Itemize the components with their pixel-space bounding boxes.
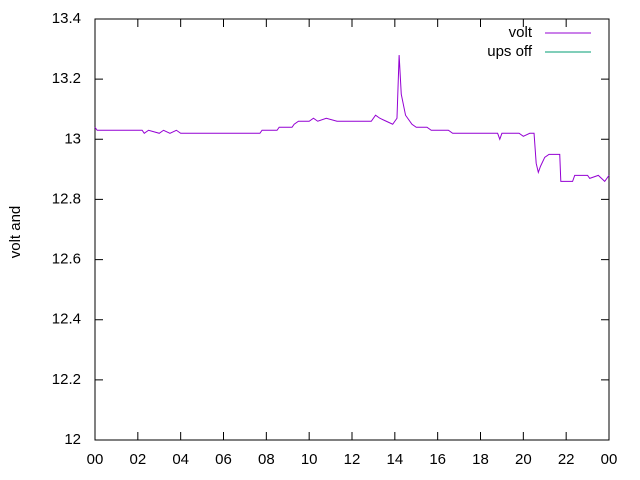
- x-tick-label: 00: [601, 451, 618, 468]
- y-tick-label: 13: [64, 130, 81, 147]
- y-tick-label: 12.6: [52, 251, 81, 268]
- y-tick-label: 12.4: [52, 311, 81, 328]
- x-tick-label: 18: [472, 451, 489, 468]
- x-tick-label: 04: [172, 451, 189, 468]
- plot-frame: [94, 18, 610, 441]
- legend-label: volt: [509, 24, 533, 41]
- x-tick-label: 14: [386, 451, 403, 468]
- y-tick-label: 12: [64, 431, 81, 448]
- x-tick-label: 10: [301, 451, 318, 468]
- data-line: [94, 55, 610, 183]
- y-tick-label: 12.8: [52, 190, 81, 207]
- x-tick-label: 08: [258, 451, 275, 468]
- y-tick-label: 13.4: [52, 10, 81, 27]
- x-tick-label: 16: [429, 451, 446, 468]
- x-tick-label: 12: [344, 451, 361, 468]
- y-axis-label: volt and: [7, 206, 24, 259]
- x-tick-label: 06: [215, 451, 232, 468]
- legend-label: ups off: [487, 43, 533, 60]
- x-tick-label: 22: [558, 451, 575, 468]
- y-tick-label: 13.2: [52, 70, 81, 87]
- y-tick-label: 12.2: [52, 371, 81, 388]
- x-tick-label: 00: [87, 451, 104, 468]
- x-tick-label: 02: [129, 451, 146, 468]
- x-tick-label: 20: [515, 451, 532, 468]
